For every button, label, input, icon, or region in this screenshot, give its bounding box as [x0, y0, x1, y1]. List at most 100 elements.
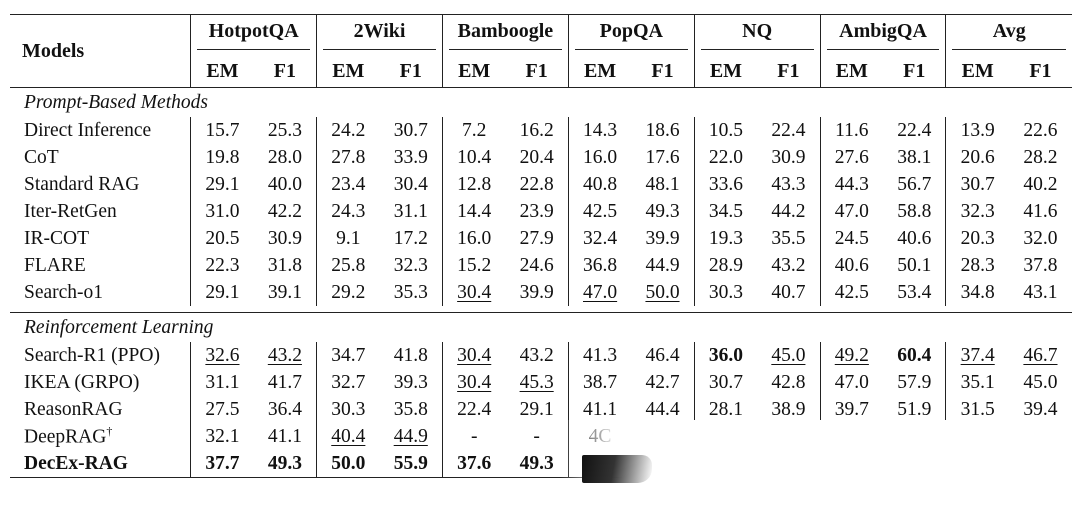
table-cell: 20.5	[190, 225, 254, 252]
table-cell: 28.2	[1023, 146, 1058, 168]
em-header: EM	[693, 55, 758, 88]
model-name: DeepRAG†	[24, 424, 113, 448]
table-cell: 44.4	[645, 398, 680, 420]
table-cell: 24.6	[519, 254, 554, 276]
group-header-popqa: PopQA	[567, 15, 695, 55]
table-cell: 38.7	[567, 369, 632, 396]
group-header-hotpotqa: HotpotQA	[190, 15, 317, 55]
em-header: EM	[819, 55, 884, 88]
table-cell: 46.4	[645, 344, 680, 366]
header-row-metrics: EM F1 EM F1 EM F1 EM F1 EM F1 EM F1 EM F1	[10, 55, 1072, 88]
table-cell: 19.3	[693, 225, 758, 252]
table-cell: 49.3	[267, 452, 302, 474]
table-cell: 49.3	[519, 452, 554, 474]
table-cell: 44.3	[819, 171, 884, 198]
table-cell: 47.0	[819, 369, 884, 396]
table-cell: 17.2	[393, 227, 428, 249]
table-cell: 25.3	[267, 119, 302, 141]
table-cell: 41.1	[567, 396, 632, 423]
table-cell: 24.3	[316, 198, 380, 225]
table-cell: 35.8	[393, 398, 428, 420]
table-cell: 33.6	[693, 171, 758, 198]
table-cell: 40.6	[897, 227, 932, 249]
table-cell: 60.4	[897, 344, 932, 366]
table-cell: 22.4	[771, 119, 806, 141]
table-row: Search-o1 29.1 39.1 29.2 35.3 30.4 39.9 47.0 50.…	[10, 279, 1072, 306]
model-name: Standard RAG	[24, 173, 140, 195]
table-cell: 37.7	[190, 450, 254, 478]
table-cell: 45.0	[771, 344, 806, 366]
table-cell: 14.4	[441, 198, 506, 225]
em-header: EM	[945, 55, 1009, 88]
table-cell: 32.7	[316, 369, 380, 396]
table-row: Iter-RetGen 31.0 42.2 24.3 31.1 14.4 23.9 42.5 4…	[10, 198, 1072, 225]
table-cell: 32.6	[190, 342, 254, 369]
table-cell: 40.0	[267, 173, 302, 195]
model-name: ReasonRAG	[24, 398, 123, 420]
table-cell: 40.2	[1023, 173, 1058, 195]
table-cell: 15.7	[190, 117, 254, 144]
f1-header: F1	[777, 59, 800, 82]
table-row: CoT 19.8 28.0 27.8 33.9 10.4 20.4 16.0 17.6 22.0 3…	[10, 144, 1072, 171]
table-cell: 20.3	[945, 225, 1009, 252]
table-cell: 27.5	[190, 396, 254, 423]
header-row-groups: Models HotpotQA 2Wiki Bamboogle PopQA NQ…	[10, 15, 1072, 62]
table-cell: 13.9	[945, 117, 1009, 144]
table-cell: 27.9	[519, 227, 554, 249]
em-header: EM	[441, 55, 506, 88]
model-name: Search-R1 (PPO)	[24, 344, 160, 366]
table-cell: 42.7	[645, 371, 680, 393]
table-cell: 42.5	[567, 198, 632, 225]
model-name: CoT	[24, 146, 59, 168]
table-cell: 41.8	[393, 344, 428, 366]
table-cell: 41.7	[267, 371, 302, 393]
table-row: Standard RAG 29.1 40.0 23.4 30.4 12.8 22.8 40.8…	[10, 171, 1072, 198]
model-name: DecEx-RAG	[24, 452, 128, 474]
table-cell: 33.9	[393, 146, 428, 168]
table-cell: 10.4	[441, 144, 506, 171]
table-cell: 16.0	[567, 144, 632, 171]
table-cell: 30.3	[316, 396, 380, 423]
table-cell: 30.7	[393, 119, 428, 141]
table-cell: 22.4	[441, 396, 506, 423]
table-cell: 27.6	[819, 144, 884, 171]
table-cell: 37.4	[945, 342, 1009, 369]
table-row: Search-R1 (PPO) 32.6 43.2 34.7 41.8 30.4 43.2 4…	[10, 342, 1072, 369]
table-cell: 41.3	[567, 342, 632, 369]
table-row: FLARE 22.3 31.8 25.8 32.3 15.2 24.6 36.8 44.9 28.…	[10, 252, 1072, 279]
table-cell: 30.3	[693, 279, 758, 306]
table-cell: 53.4	[897, 281, 932, 303]
f1-header: F1	[903, 59, 926, 82]
f1-header: F1	[651, 59, 674, 82]
table-cell: 39.4	[1023, 398, 1058, 420]
table-cell: 51.9	[897, 398, 932, 420]
model-name: IKEA (GRPO)	[24, 371, 140, 393]
table-cell: 34.5	[693, 198, 758, 225]
table-cell: 37.8	[1023, 254, 1058, 276]
table-cell: -	[441, 423, 506, 450]
table-cell: 28.0	[267, 146, 302, 168]
em-header: EM	[316, 55, 380, 88]
table-cell: 28.1	[693, 396, 758, 423]
table-cell: 40.7	[771, 281, 806, 303]
model-name: FLARE	[24, 254, 86, 276]
table-cell: 41.6	[1023, 200, 1058, 222]
table-cell: 24.2	[316, 117, 380, 144]
table-cell: 29.1	[190, 171, 254, 198]
table-cell: 29.1	[190, 279, 254, 306]
table-cell: 22.3	[190, 252, 254, 279]
table-cell: 9.1	[316, 225, 380, 252]
table-cell: 40.8	[567, 171, 632, 198]
table-cell: 16.2	[519, 119, 554, 141]
table-cell: 39.9	[645, 227, 680, 249]
table-cell: 30.4	[441, 279, 506, 306]
table-cell: 22.8	[519, 173, 554, 195]
table-cell: 10.5	[693, 117, 758, 144]
table-cell: 44.2	[771, 200, 806, 222]
em-header: EM	[567, 55, 632, 88]
table-cell: 22.0	[693, 144, 758, 171]
table-cell: 36.0	[693, 342, 758, 369]
group-header-nq: NQ	[693, 15, 821, 55]
table-cell: 30.4	[393, 173, 428, 195]
table-cell: 30.7	[945, 171, 1009, 198]
